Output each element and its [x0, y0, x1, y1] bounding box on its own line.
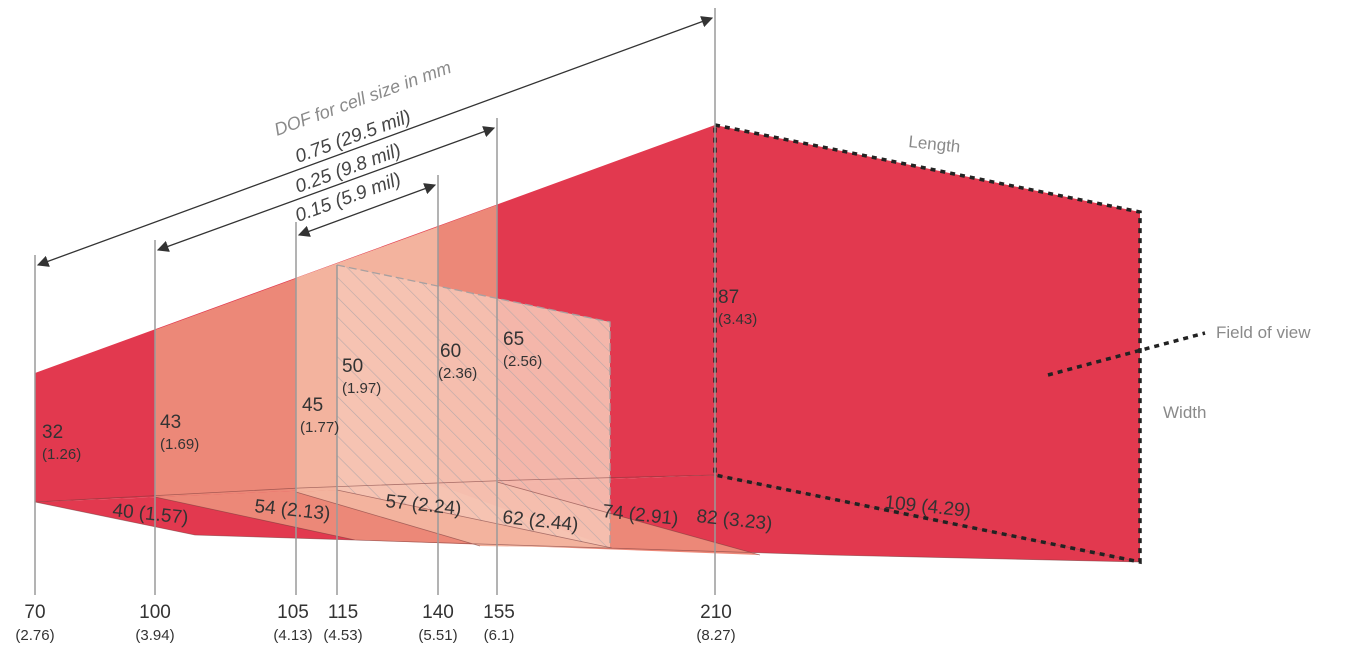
- dof-arrows: [36, 16, 714, 267]
- fov-pointer: [1047, 331, 1206, 377]
- height-65: 65: [503, 329, 524, 350]
- fov-hatched-lines: [337, 265, 610, 548]
- height-50: 50: [342, 356, 363, 377]
- height-43: 43: [160, 412, 181, 433]
- dist-140: 140: [422, 602, 454, 623]
- dist-100: 100: [139, 602, 171, 623]
- fov-hatched-border: [336, 264, 611, 548]
- height-87-sub: (3.43): [718, 311, 757, 328]
- dist-100-sub: (3.94): [135, 627, 174, 644]
- floor-light: [296, 485, 612, 548]
- distance-labels: 70 (2.76) 100 (3.94) 105 (4.13) 115 (4.5…: [15, 602, 735, 644]
- height-65-sub: (2.56): [503, 353, 542, 370]
- fov-label: Field of view: [1216, 323, 1311, 342]
- dist-155-sub: (6.1): [484, 627, 515, 644]
- height-45-sub: (1.77): [300, 419, 339, 436]
- dist-155: 155: [483, 602, 515, 623]
- dist-115: 115: [328, 602, 358, 623]
- dist-105-sub: (4.13): [273, 627, 312, 644]
- dist-210-sub: (8.27): [696, 627, 735, 644]
- height-60: 60: [440, 341, 461, 362]
- dist-210: 210: [700, 602, 732, 623]
- height-labels: 32 (1.26) 43 (1.69) 45 (1.77) 50 (1.97) …: [42, 287, 757, 463]
- dist-70-sub: (2.76): [15, 627, 54, 644]
- height-87: 87: [718, 287, 739, 308]
- dist-115-sub: (4.53): [323, 627, 362, 644]
- height-43-sub: (1.69): [160, 436, 199, 453]
- height-32: 32: [42, 422, 63, 443]
- fov-panel: [715, 125, 1140, 562]
- length-label: Length: [908, 132, 962, 156]
- height-32-sub: (1.26): [42, 446, 81, 463]
- dist-105: 105: [277, 602, 309, 623]
- height-50-sub: (1.97): [342, 380, 381, 397]
- height-45: 45: [302, 395, 323, 416]
- dist-140-sub: (5.51): [418, 627, 457, 644]
- width-label: Width: [1163, 403, 1206, 422]
- dist-70: 70: [24, 602, 45, 623]
- floor-lines: [34, 474, 1141, 563]
- height-60-sub: (2.36): [438, 365, 477, 382]
